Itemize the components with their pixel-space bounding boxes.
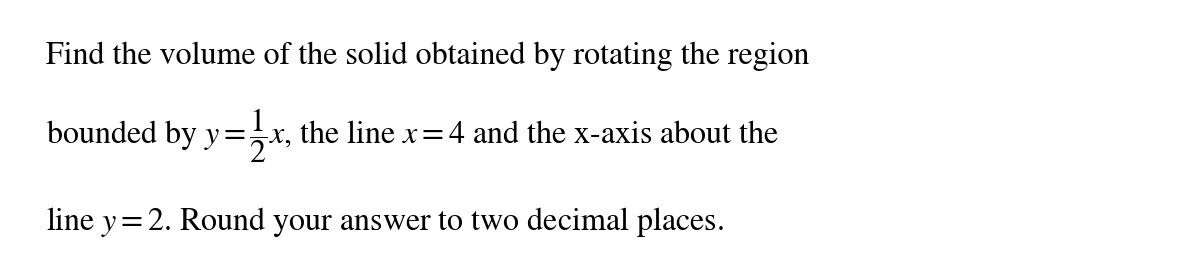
Text: line $y = 2$. Round your answer to two decimal places.: line $y = 2$. Round your answer to two d… xyxy=(46,204,724,238)
Text: Find the volume of the solid obtained by rotating the region: Find the volume of the solid obtained by… xyxy=(46,41,809,71)
Text: bounded by $y = \dfrac{1}{2}x$, the line $x = 4$ and the x-axis about the: bounded by $y = \dfrac{1}{2}x$, the line… xyxy=(46,105,779,164)
